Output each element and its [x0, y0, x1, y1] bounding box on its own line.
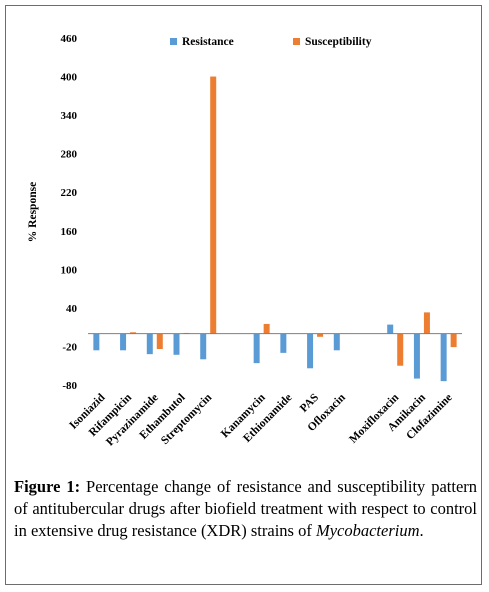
category-labels: IsoniazidRifampicinPyrazinamideEthambuto… — [67, 391, 454, 448]
y-tick-label: 460 — [61, 33, 78, 45]
bar-resistance — [333, 333, 340, 351]
bar-resistance — [253, 333, 260, 364]
bar-susceptibility — [423, 312, 430, 334]
figure-frame — [5, 5, 482, 585]
figure-caption: Figure 1: Percentage change of resistanc… — [14, 476, 477, 542]
bar-resistance — [280, 333, 287, 353]
bar-susceptibility — [317, 333, 324, 337]
caption-end: . — [419, 521, 424, 540]
legend-label-susceptibility: Susceptibility — [305, 36, 372, 48]
bar-susceptibility — [130, 332, 137, 334]
y-axis-title: % Response — [27, 182, 39, 242]
bar-resistance — [440, 333, 447, 382]
legend-swatch-susceptibility — [293, 38, 300, 45]
caption-species: Mycobacterium — [315, 521, 420, 540]
bar-resistance — [93, 333, 100, 351]
caption-text: Percentage change of resistance and susc… — [14, 477, 478, 540]
bar-susceptibility — [450, 333, 457, 348]
legend-label-resistance: Resistance — [182, 36, 234, 48]
caption-label: Figure 1: — [14, 477, 81, 496]
y-tick-label: 340 — [61, 110, 78, 122]
y-tick-label: -20 — [62, 341, 77, 353]
y-tick-label: 280 — [61, 149, 78, 161]
y-tick-label: -80 — [62, 380, 77, 392]
y-tick-label: 100 — [61, 264, 78, 276]
bar-resistance — [173, 333, 180, 355]
y-tick-label: 220 — [61, 187, 78, 199]
y-tick-label: 160 — [61, 226, 78, 238]
bars — [93, 76, 457, 382]
category-label: PAS — [298, 392, 321, 415]
bar-susceptibility — [397, 333, 404, 366]
bar-susceptibility — [156, 333, 163, 350]
bar-resistance — [120, 333, 127, 351]
bar-resistance — [146, 333, 153, 355]
y-axis: -80 -20 40 100 160 220 280 340 400 460 — [61, 33, 78, 392]
bar-resistance — [200, 333, 207, 360]
bar-resistance — [307, 333, 314, 369]
bar-resistance — [387, 324, 394, 334]
legend: Resistance Susceptibility — [170, 36, 372, 48]
legend-swatch-resistance — [170, 38, 177, 45]
y-tick-label: 40 — [66, 303, 78, 315]
bar-resistance — [413, 333, 420, 379]
bar-susceptibility — [210, 76, 217, 334]
bar-susceptibility — [263, 323, 270, 334]
y-tick-label: 400 — [61, 72, 78, 84]
bar-chart: -80 -20 40 100 160 220 280 340 400 460 IsoniazidR… — [27, 33, 462, 448]
